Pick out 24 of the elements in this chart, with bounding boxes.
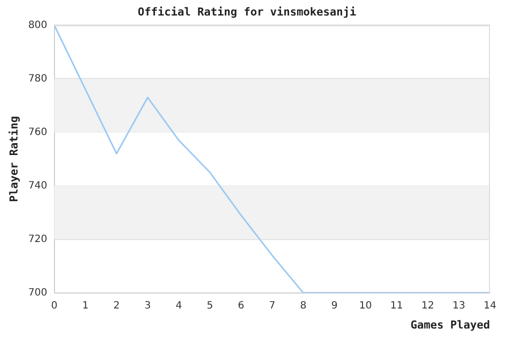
x-tick-label: 11 bbox=[390, 300, 403, 312]
y-tick-label: 760 bbox=[28, 126, 48, 138]
y-tick-label: 740 bbox=[28, 180, 48, 192]
y-tick-label: 780 bbox=[28, 73, 48, 84]
y-tick-label: 800 bbox=[28, 20, 48, 31]
x-tick-label: 0 bbox=[51, 300, 58, 312]
chart-title: Official Rating for vinsmokesanji bbox=[138, 5, 357, 18]
x-tick-label: 4 bbox=[176, 300, 182, 312]
y-axis-title: Player Rating bbox=[7, 116, 20, 202]
y-tick-label: 700 bbox=[28, 287, 48, 298]
x-tick-label: 10 bbox=[359, 300, 372, 312]
x-tick-label: 8 bbox=[300, 300, 306, 312]
x-tick-label: 12 bbox=[421, 300, 434, 312]
x-tick-label: 2 bbox=[113, 300, 120, 312]
x-tick-label: 13 bbox=[452, 300, 466, 312]
x-tick-label: 3 bbox=[144, 300, 151, 312]
x-tick-label: 14 bbox=[484, 300, 496, 312]
x-tick-label: 9 bbox=[331, 300, 338, 312]
x-axis-title: Games Played bbox=[410, 318, 490, 332]
x-tick-label: 7 bbox=[268, 300, 276, 312]
x-tick-label: 5 bbox=[206, 300, 214, 312]
y-tick-label: 720 bbox=[28, 234, 48, 245]
x-tick-label: 6 bbox=[238, 300, 244, 312]
x-tick-label: 1 bbox=[82, 300, 89, 312]
